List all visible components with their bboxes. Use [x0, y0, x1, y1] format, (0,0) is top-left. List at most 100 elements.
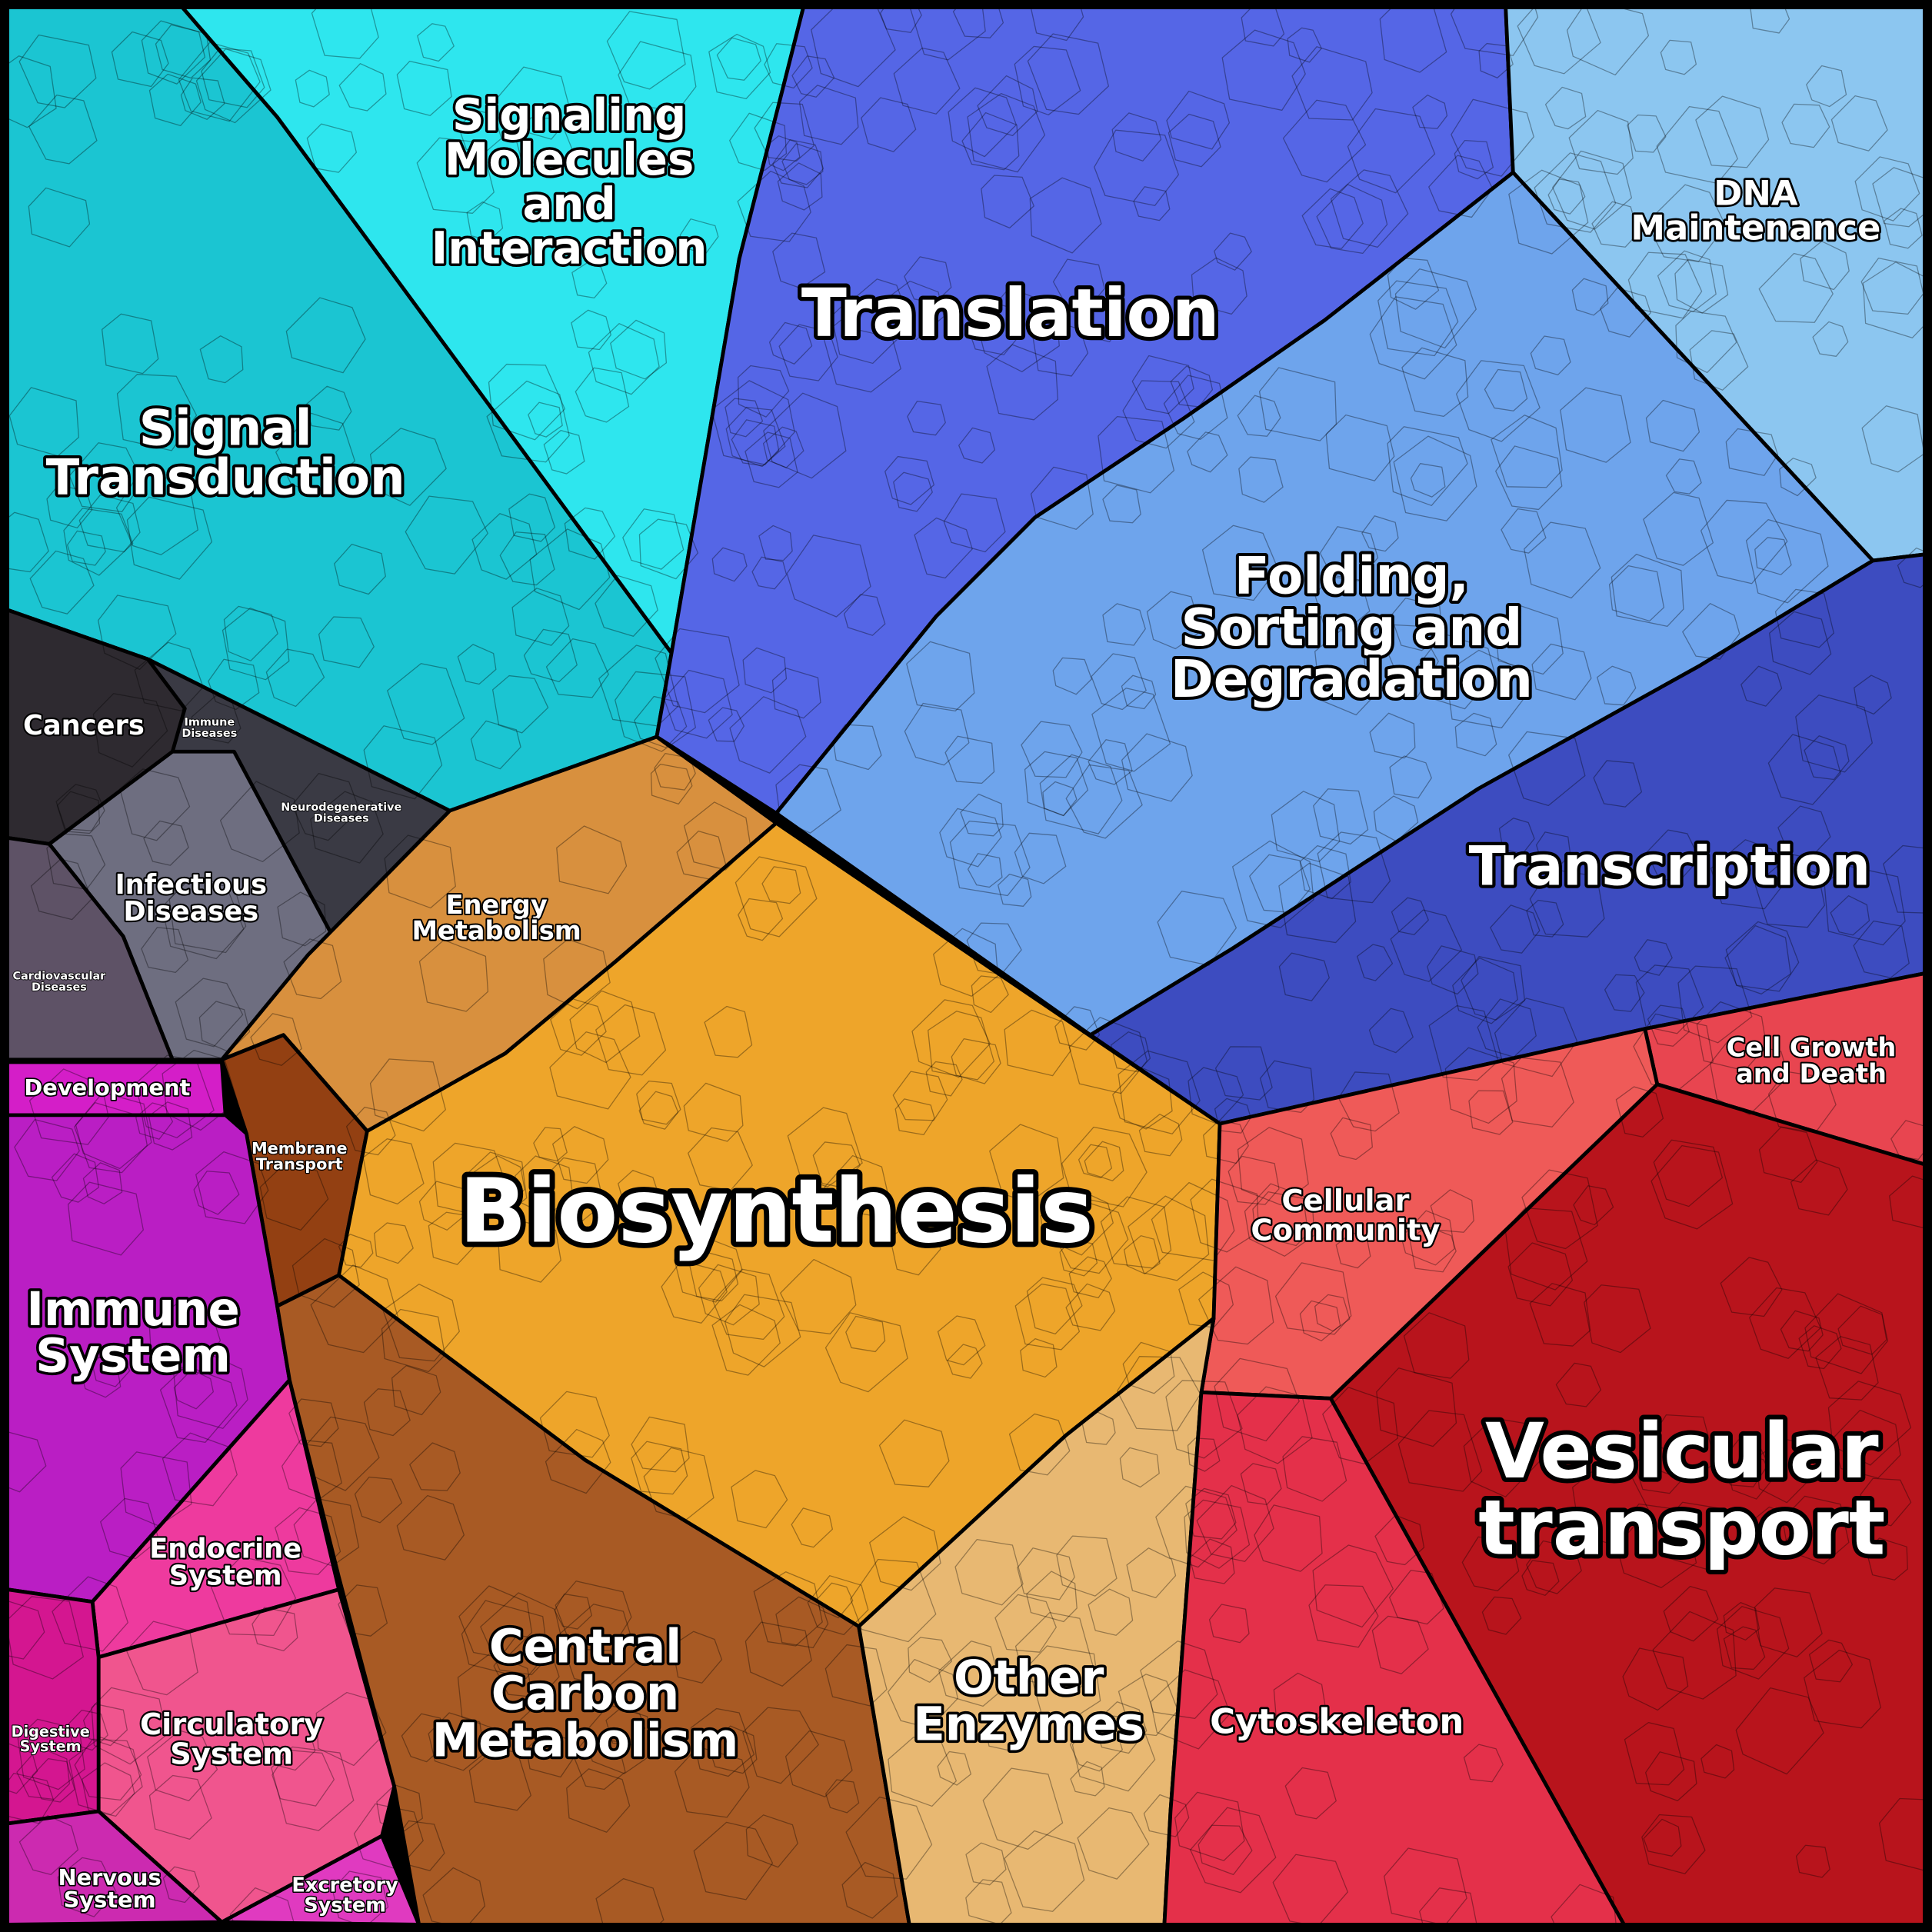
- cell: [1291, 46, 1373, 121]
- cell: [784, 1730, 853, 1797]
- cell: [396, 1494, 465, 1561]
- cell: [906, 641, 975, 712]
- cell: [1387, 257, 1440, 310]
- cell: [1804, 735, 1850, 781]
- cell: [1552, 150, 1633, 230]
- cell: [893, 471, 933, 512]
- cell: [1121, 733, 1193, 802]
- cell: [1477, 998, 1537, 1058]
- cell: [1390, 909, 1462, 982]
- region-label: Metabolism: [411, 915, 581, 945]
- cell: [1273, 1672, 1327, 1726]
- cell: [1221, 29, 1306, 112]
- cell: [1032, 320, 1089, 377]
- region-label: Community: [1251, 1214, 1440, 1248]
- cell: [595, 1004, 667, 1076]
- cell: [1371, 1615, 1429, 1674]
- cell: [288, 1398, 339, 1447]
- cell: [135, 1102, 174, 1140]
- cell: [1627, 251, 1703, 319]
- cell: [772, 139, 824, 188]
- cell: [1795, 1844, 1830, 1878]
- cell: [1165, 1380, 1243, 1459]
- region-label: Cytoskeleton: [1210, 1700, 1464, 1741]
- cell: [1468, 1090, 1514, 1135]
- cell: [1444, 1047, 1517, 1124]
- cell: [693, 1821, 774, 1900]
- cell: [1758, 252, 1834, 323]
- region-label: System: [169, 1561, 282, 1592]
- cell: [1781, 1495, 1850, 1565]
- region-label: Transduction: [46, 449, 405, 506]
- cell: [708, 33, 771, 99]
- region-label: DNA: [1714, 173, 1798, 214]
- cell: [168, 879, 247, 954]
- cell: [1725, 428, 1779, 476]
- cell: [28, 1068, 109, 1145]
- cell: [880, 0, 922, 33]
- cell: [791, 55, 835, 98]
- cell: [120, 1451, 192, 1527]
- cell: [418, 1181, 469, 1231]
- cell: [704, 1005, 753, 1058]
- cell: [193, 1171, 240, 1215]
- cell: [208, 658, 260, 711]
- cell: [125, 1621, 198, 1696]
- cell: [18, 34, 97, 108]
- cell: [1696, 1001, 1767, 1071]
- cell: [1675, 311, 1737, 374]
- cell: [549, 1031, 631, 1110]
- cell: [1641, 1814, 1706, 1874]
- cell: [126, 496, 213, 580]
- cell: [338, 1584, 388, 1637]
- cell: [68, 442, 144, 512]
- cell: [1237, 1386, 1313, 1464]
- cell: [1196, 1484, 1274, 1562]
- cell: [275, 1507, 341, 1575]
- cell: [291, 1237, 360, 1308]
- cell: [159, 1365, 238, 1443]
- cell: [1116, 1356, 1201, 1431]
- cell: [1061, 1126, 1148, 1208]
- cell: [731, 1470, 788, 1529]
- cell: [1428, 1004, 1499, 1081]
- cell: [689, 1251, 739, 1302]
- cell: [259, 1162, 329, 1231]
- cell: [824, 1644, 888, 1707]
- cell: [1593, 760, 1643, 808]
- cell: [708, 1725, 758, 1774]
- cell: [889, 1221, 941, 1276]
- cell: [812, 1141, 861, 1188]
- cell: [418, 939, 489, 1012]
- cell: [1357, 944, 1394, 981]
- cell: [173, 1369, 214, 1410]
- cell: [251, 1607, 298, 1652]
- region-label: Other: [954, 1651, 1104, 1705]
- cell: [1478, 42, 1514, 78]
- cell: [147, 1730, 218, 1802]
- region-label: Metabolism: [432, 1713, 739, 1767]
- cell: [724, 1294, 801, 1367]
- cell: [763, 392, 847, 479]
- cell: [643, 1447, 715, 1521]
- cell: [1860, 257, 1924, 315]
- cell: [1390, 598, 1443, 651]
- cell: [1237, 1127, 1309, 1206]
- cell: [1081, 1411, 1116, 1445]
- cell: [1026, 1571, 1078, 1623]
- cell: [558, 1604, 639, 1687]
- cell: [1815, 1336, 1879, 1401]
- cell: [615, 671, 696, 752]
- cell: [391, 1820, 445, 1871]
- cell: [1214, 1098, 1251, 1134]
- cell: [1059, 1238, 1098, 1277]
- cell: [175, 978, 244, 1048]
- cell: [676, 830, 727, 881]
- cell: [1831, 1409, 1901, 1479]
- cell: [738, 898, 784, 941]
- cell: [1110, 1031, 1151, 1073]
- cell: [1780, 1310, 1824, 1352]
- cell: [1124, 1235, 1161, 1274]
- cell: [466, 1151, 528, 1216]
- cell: [1622, 1647, 1689, 1711]
